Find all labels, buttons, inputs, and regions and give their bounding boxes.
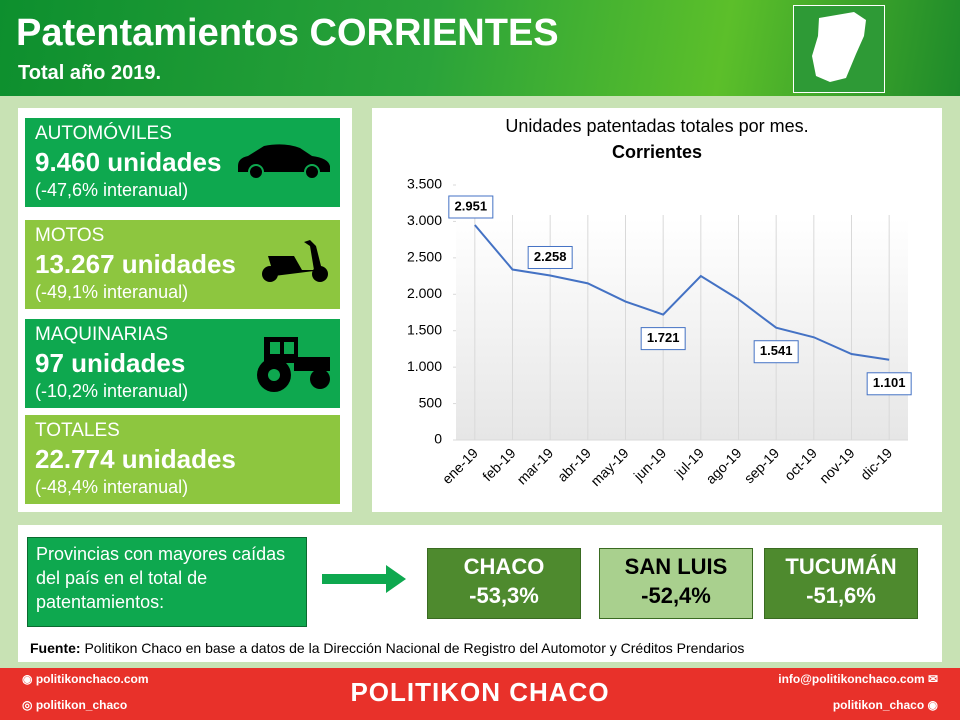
x-tick-label: dic-19	[857, 445, 895, 483]
footer-email: info@politikonchaco.com ✉	[778, 672, 938, 686]
x-tick-label: mar-19	[514, 445, 557, 488]
data-label: 2.951	[455, 198, 488, 213]
source-label: Fuente:	[30, 640, 81, 656]
y-tick-label: 500	[419, 394, 443, 410]
car-icon	[238, 144, 330, 180]
card-value: 13.267 unidades	[35, 249, 236, 279]
footer-email-text: info@politikonchaco.com	[778, 672, 925, 686]
province-name: CHACO	[463, 554, 545, 579]
footer-instagram: ◎ politikon_chaco	[22, 698, 128, 712]
x-tick-label: feb-19	[479, 445, 519, 485]
province-name: SAN LUIS	[624, 554, 728, 579]
x-tick-label: jun-19	[630, 445, 670, 485]
province-value: -52,4%	[641, 583, 711, 608]
data-label-box	[527, 245, 573, 269]
card: AUTOMÓVILES 9.460 unidades (-47,6% inter…	[25, 118, 340, 207]
card-change: (-48,4% interanual)	[35, 477, 189, 497]
data-label: 1.101	[873, 375, 906, 390]
data-label-box	[866, 372, 912, 396]
x-tick-label: may-19	[587, 445, 631, 489]
y-tick-label: 0	[434, 431, 442, 447]
chart-subtitle: Corrientes	[612, 142, 702, 162]
data-label: 2.258	[534, 249, 567, 264]
card-label: AUTOMÓVILES	[35, 123, 172, 144]
arrow	[322, 565, 406, 593]
footer-brand: POLITIKON CHACO	[350, 677, 610, 707]
card-value: 9.460 unidades	[35, 147, 222, 177]
chart-title: Unidades patentadas totales por mes.	[505, 116, 808, 136]
moto-icon	[262, 240, 328, 282]
card: MAQUINARIAS 97 unidades (-10,2% interanu…	[25, 319, 340, 408]
summary-intro: Provincias con mayores caídas del país e…	[27, 537, 307, 627]
card-label: MAQUINARIAS	[35, 324, 169, 345]
x-tick-label: ene-19	[439, 445, 481, 487]
card-label: TOTALES	[35, 420, 120, 441]
data-label-box	[448, 195, 494, 219]
x-tick-label: oct-19	[781, 445, 820, 484]
footer-web: ◉ politikonchaco.com	[22, 672, 149, 686]
footer-twitter-text: politikon_chaco	[832, 698, 925, 712]
x-tick-label: ago-19	[702, 445, 744, 487]
province-name: TUCUMÁN	[785, 554, 897, 579]
y-tick-label: 1.500	[407, 321, 442, 337]
data-label: 1.721	[647, 330, 680, 345]
province-value: -51,6%	[806, 583, 876, 608]
data-label: 1.541	[760, 343, 793, 358]
data-label-box	[640, 327, 686, 351]
card: MOTOS 13.267 unidades (-49,1% interanual…	[25, 220, 340, 309]
tractor-icon	[257, 337, 330, 392]
card: TOTALES 22.774 unidades (-48,4% interanu…	[25, 415, 340, 504]
card-change: (-49,1% interanual)	[35, 282, 189, 302]
y-tick-label: 1.000	[407, 358, 442, 374]
y-tick-label: 2.500	[407, 249, 442, 265]
province-box: SAN LUIS -52,4%	[599, 548, 753, 619]
data-label-box	[753, 340, 799, 364]
title: Patentamientos CORRIENTES	[16, 12, 559, 54]
province-value: -53,3%	[469, 583, 539, 608]
line	[474, 224, 890, 361]
province-box: TUCUMÁN -51,6%	[764, 548, 918, 619]
card-change: (-10,2% interanual)	[35, 381, 189, 401]
y-tick-label: 2.000	[407, 285, 442, 301]
footer	[0, 668, 960, 720]
map-icon	[793, 5, 885, 93]
source-text: Politikon Chaco en base a datos de la Di…	[84, 640, 745, 656]
y-tick-label: 3.000	[407, 212, 442, 228]
province-box: CHACO -53,3%	[427, 548, 581, 619]
card-value: 97 unidades	[35, 348, 186, 378]
footer-instagram-text: politikon_chaco	[35, 698, 128, 712]
x-tick-label: nov-19	[816, 445, 858, 487]
chart-panel: Unidades patentadas totales por mes. Cor…	[372, 108, 942, 512]
subtitle: Total año 2019.	[18, 62, 162, 84]
card-value: 22.774 unidades	[35, 444, 236, 474]
footer-twitter: politikon_chaco ◉	[832, 698, 938, 712]
map-shape	[812, 12, 866, 82]
footer-web-text: politikonchaco.com	[35, 672, 149, 686]
x-tick-label: sep-19	[741, 445, 783, 487]
chart: Unidades patentadas totales por mes. Cor…	[407, 116, 912, 489]
card-change: (-47,6% interanual)	[35, 180, 189, 200]
card-label: MOTOS	[35, 225, 105, 246]
source: Fuente: Politikon Chaco en base a datos …	[30, 640, 744, 656]
y-tick-label: 3.500	[407, 176, 442, 192]
